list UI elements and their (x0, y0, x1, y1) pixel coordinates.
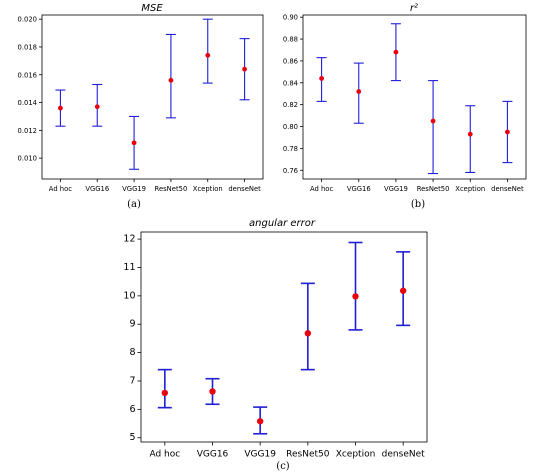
panel-b-title: r² (410, 3, 418, 14)
y-tick-label: 0.010 (18, 155, 37, 163)
data-point (131, 140, 137, 146)
data-point (168, 77, 174, 83)
x-tick-label: Xception (455, 185, 485, 193)
data-point (319, 76, 324, 81)
data-point (505, 129, 510, 135)
x-tick-label: Xception (193, 185, 223, 193)
x-tick-label: denseNet (491, 185, 524, 193)
data-point (356, 89, 362, 94)
panel-c-title: angular error (249, 218, 316, 229)
y-tick-label: 6 (129, 404, 135, 415)
y-tick-label: 12 (123, 234, 135, 245)
panel-a-axes-frame (41, 14, 264, 180)
data-point (304, 330, 312, 337)
y-tick-label: 0.84 (283, 79, 298, 87)
y-tick-label: 0.020 (18, 16, 37, 24)
data-point (242, 66, 247, 72)
data-point (393, 49, 399, 55)
y-tick-label: 11 (123, 262, 135, 273)
x-tick-label: VGG19 (122, 185, 146, 193)
panel-b-axes-frame (302, 14, 527, 180)
y-tick-label: 0.80 (283, 123, 298, 131)
data-point (399, 287, 407, 294)
x-tick-label: VGG16 (197, 450, 229, 460)
x-tick-label: denseNet (382, 450, 425, 460)
y-tick-label: 9 (129, 319, 135, 330)
data-point (94, 104, 100, 110)
x-tick-label: denseNet (228, 185, 261, 193)
data-point (467, 131, 473, 137)
x-tick-label: ResNet50 (155, 185, 188, 193)
y-tick-label: 8 (129, 347, 135, 358)
x-tick-label: ResNet50 (286, 450, 330, 460)
data-point (256, 418, 264, 425)
y-tick-label: 0.86 (283, 57, 298, 65)
x-tick-label: VGG19 (244, 450, 276, 460)
data-point (209, 388, 216, 395)
x-tick-label: VGG16 (347, 185, 371, 193)
data-point (161, 389, 169, 397)
x-tick-label: ResNet50 (417, 185, 450, 193)
panel-c-angular-error: angular error 5 6 7 8 9 10 11 12 Ad hoc VGG16 VGG… (123, 218, 428, 472)
y-tick-label: 0.016 (18, 71, 37, 79)
panel-c-axes-frame (140, 231, 428, 443)
y-tick-label: 10 (123, 290, 135, 301)
y-tick-label: 0.012 (18, 127, 37, 135)
y-tick-label: 0.014 (18, 99, 37, 107)
panel-c-caption: (c) (276, 461, 290, 472)
x-tick-label: Xception (336, 450, 376, 460)
y-tick-label: 0.82 (283, 101, 298, 109)
data-point (430, 118, 436, 124)
y-tick-label: 0.78 (283, 145, 298, 153)
panel-a-title: MSE (141, 3, 163, 14)
data-point (352, 293, 359, 300)
y-tick-label: 5 (129, 432, 135, 443)
y-tick-label: 0.76 (283, 167, 298, 175)
y-tick-label: 7 (129, 375, 135, 386)
x-tick-label: VGG16 (85, 185, 109, 193)
data-point (205, 52, 211, 58)
panel-a-mse: MSE 0.010 0.012 0.014 0.016 0.018 0.020 Ad ho… (18, 3, 264, 210)
panel-a-caption: (a) (127, 199, 141, 210)
panel-b-r-squared: r² 0.76 0.78 0.80 0.82 0.84 0.86 0.88 0.90 Ad h… (283, 3, 527, 210)
data-point (58, 105, 63, 111)
y-tick-label: 0.90 (283, 14, 298, 22)
y-tick-label: 0.018 (18, 43, 37, 51)
x-tick-label: Ad hoc (49, 185, 72, 193)
panel-b-caption: (b) (411, 199, 425, 210)
y-tick-label: 0.88 (283, 36, 298, 44)
x-tick-label: Ad hoc (310, 185, 333, 193)
x-tick-label: Ad hoc (149, 450, 180, 460)
x-tick-label: VGG19 (384, 185, 408, 193)
